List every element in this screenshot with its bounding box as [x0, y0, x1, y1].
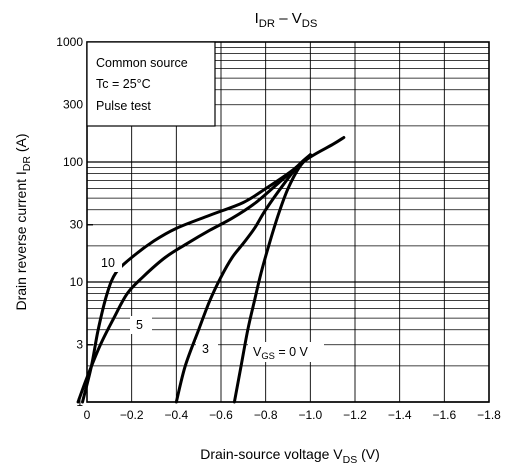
x-tick-label: −1.0 — [298, 408, 322, 422]
series-line-vgs-0 — [232, 153, 312, 404]
y-tick-labels: 1 3 10 30 100 300 1000 — [56, 35, 83, 409]
x-tick-label: −0.6 — [209, 408, 233, 422]
curve-labels: 10 5 3 VGS = 0 V — [96, 254, 324, 362]
curve-label-3: 3 — [202, 342, 209, 356]
series-line-vgs-5 — [76, 153, 312, 404]
curves — [76, 136, 346, 404]
x-tick-label: −1.2 — [343, 408, 367, 422]
plot-frame — [86, 41, 490, 403]
x-tick-label: 0 — [84, 408, 91, 422]
curve-label-vgs-0: VGS = 0 V — [253, 345, 309, 361]
x-tick-label: −0.4 — [164, 408, 188, 422]
x-tick-label: −1.8 — [477, 408, 501, 422]
y-tick-label: 30 — [70, 218, 84, 232]
y-axis-label: Drain reverse current IDR (A) — [13, 133, 33, 310]
chart-title: IDR – VDS — [255, 10, 318, 30]
curve-label-5: 5 — [136, 318, 143, 332]
condition-line-3: Pulse test — [96, 99, 151, 113]
y-tick-label: 100 — [63, 155, 83, 169]
curve-label-10: 10 — [101, 256, 115, 270]
condition-line-2: Tc = 25°C — [96, 77, 151, 91]
x-tick-label: −1.4 — [388, 408, 412, 422]
y-tick-label: 10 — [70, 275, 84, 289]
y-tick-label: 1 — [76, 395, 83, 409]
x-axis-label: Drain-source voltage VDS (V) — [200, 446, 380, 466]
series-line-vgs-3 — [174, 153, 312, 404]
x-tick-label: −1.6 — [432, 408, 456, 422]
x-tick-label: −0.8 — [254, 408, 278, 422]
condition-line-1: Common source — [96, 56, 188, 70]
y-tick-label: 300 — [63, 98, 83, 112]
y-tick-label: 1000 — [56, 35, 83, 49]
y-tick-label: 3 — [76, 338, 83, 352]
x-tick-label: −0.2 — [120, 408, 144, 422]
conditions-box: Common source Tc = 25°C Pulse test — [86, 41, 216, 127]
x-tick-labels: 0 −0.2 −0.4 −0.6 −0.8 −1.0 −1.2 −1.4 −1.6 −1.8 — [84, 408, 502, 422]
